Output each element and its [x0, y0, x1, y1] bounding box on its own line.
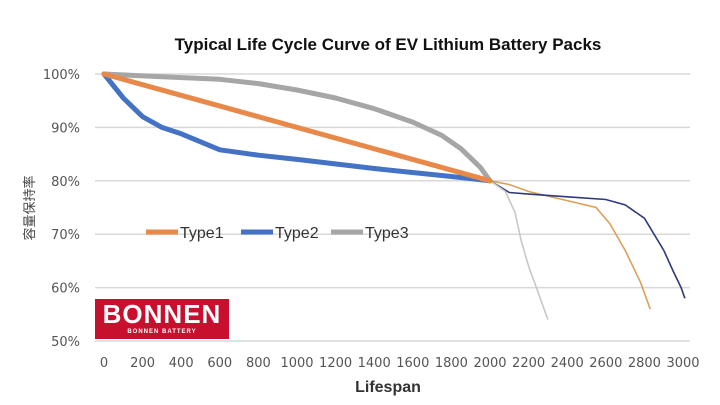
x-tick-label: 2000 [473, 356, 506, 371]
x-tick-label: 1600 [396, 356, 429, 371]
x-tick-label: 2200 [512, 356, 545, 371]
x-tick-label: 600 [207, 356, 232, 371]
series-line-type2 [101, 71, 493, 184]
x-tick-label: 3000 [666, 356, 699, 371]
legend-label: Type1 [180, 225, 224, 242]
extension-curve [489, 180, 686, 299]
extension-curve [489, 180, 651, 310]
x-tick-label: 2800 [628, 356, 661, 371]
x-tick-label: 1200 [319, 356, 352, 371]
legend-label: Type2 [275, 225, 319, 242]
y-tick-label: 100% [43, 68, 80, 83]
extension-curve [489, 180, 549, 320]
series-line-type3 [101, 71, 493, 184]
y-tick-label: 50% [51, 335, 80, 350]
y-axis-label: 容量保持率 [22, 175, 38, 240]
series-line-type1 [101, 71, 493, 184]
chart-title: Typical Life Cycle Curve of EV Lithium B… [175, 35, 602, 54]
x-tick-label: 0 [100, 356, 108, 371]
legend-label: Type3 [365, 225, 409, 242]
y-tick-label: 90% [51, 121, 80, 136]
x-tick-label: 800 [246, 356, 271, 371]
x-tick-label: 1000 [280, 356, 313, 371]
x-tick-label: 2400 [551, 356, 584, 371]
x-tick-label: 200 [130, 356, 155, 371]
y-tick-label: 70% [51, 228, 80, 243]
x-tick-label: 400 [169, 356, 194, 371]
y-tick-label: 80% [51, 175, 80, 190]
x-tick-label: 2600 [589, 356, 622, 371]
x-tick-label: 1400 [358, 356, 391, 371]
x-tick-label: 1800 [435, 356, 468, 371]
x-axis-label: Lifespan [355, 379, 421, 396]
bonnen-logo: BONNEN BONNEN BATTERY [95, 299, 229, 339]
y-tick-label: 60% [51, 282, 80, 297]
